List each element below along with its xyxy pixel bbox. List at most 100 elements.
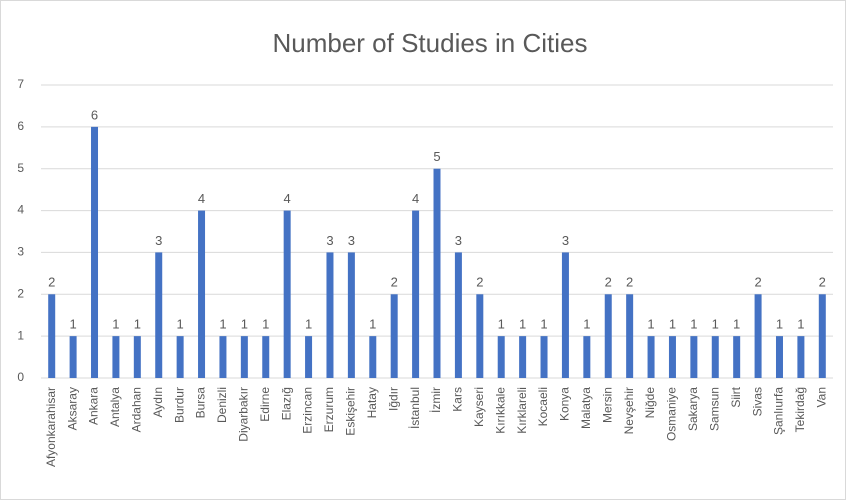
data-label: 1 — [647, 317, 654, 332]
bar — [754, 294, 762, 378]
bar — [668, 336, 676, 378]
x-tick-label: İzmir — [429, 387, 443, 413]
data-label: 1 — [797, 317, 804, 332]
data-label: 1 — [177, 317, 184, 332]
bar — [198, 210, 206, 378]
data-label: 2 — [48, 275, 55, 290]
bar — [775, 336, 783, 378]
x-tick-label: Afyonkarahisar — [44, 387, 58, 467]
x-tick-label: Kırıkkale — [493, 387, 507, 434]
data-label: 1 — [519, 317, 526, 332]
bar — [476, 294, 484, 378]
x-tick-label: Antalya — [108, 387, 122, 427]
y-tick-label: 2 — [17, 286, 24, 300]
bar — [326, 252, 334, 378]
data-label: 1 — [219, 317, 226, 332]
data-label: 1 — [369, 317, 376, 332]
y-tick-label: 6 — [17, 119, 24, 133]
data-label: 2 — [391, 275, 398, 290]
data-label: 1 — [776, 317, 783, 332]
x-tick-label: Sakarya — [686, 387, 700, 431]
bar — [176, 336, 184, 378]
bar — [91, 126, 99, 378]
x-tick-label: Erzurum — [322, 387, 336, 432]
bar — [733, 336, 741, 378]
x-tick-label: Konya — [558, 387, 572, 421]
bar — [497, 336, 505, 378]
data-label: 4 — [284, 191, 291, 206]
data-label: 4 — [412, 191, 419, 206]
bar — [626, 294, 634, 378]
data-label: 3 — [326, 233, 333, 248]
x-tick-label: Kırklareli — [515, 387, 529, 434]
bar — [240, 336, 248, 378]
data-label: 2 — [819, 275, 826, 290]
x-tick-label: Denizli — [215, 387, 229, 423]
x-tick-label: İstanbul — [408, 387, 422, 429]
x-tick-label: Nevşehir — [622, 387, 636, 434]
data-label: 1 — [262, 317, 269, 332]
bar — [69, 336, 77, 378]
bar — [818, 294, 826, 378]
bar — [690, 336, 698, 378]
x-tick-label: Tekirdağ — [793, 387, 807, 432]
x-tick-label: Aydın — [151, 387, 165, 417]
x-tick-label: Mersin — [600, 387, 614, 423]
y-tick-label: 5 — [17, 161, 24, 175]
bar — [604, 294, 612, 378]
bar — [433, 168, 441, 378]
x-tick-label: Bursa — [194, 387, 208, 419]
x-tick-label: Sivas — [750, 387, 764, 416]
x-tick-label: Edirne — [258, 387, 272, 422]
x-tick-label: Diyarbakır — [237, 387, 251, 442]
x-tick-label: Niğde — [643, 387, 657, 419]
bar — [48, 294, 56, 378]
bar — [305, 336, 313, 378]
bar — [390, 294, 398, 378]
bar — [283, 210, 291, 378]
data-label: 5 — [433, 149, 440, 164]
data-label: 3 — [455, 233, 462, 248]
data-label: 1 — [540, 317, 547, 332]
x-tick-label: Kocaeli — [536, 387, 550, 426]
data-label: 3 — [155, 233, 162, 248]
x-tick-label: Eskişehir — [344, 387, 358, 436]
bar — [711, 336, 719, 378]
y-tick-label: 7 — [17, 77, 24, 91]
bar — [647, 336, 655, 378]
bar — [412, 210, 420, 378]
bar — [540, 336, 548, 378]
x-tick-label: Şanlıurfa — [772, 387, 786, 435]
data-label: 1 — [305, 317, 312, 332]
bar — [797, 336, 805, 378]
x-tick-label: Malatya — [579, 387, 593, 429]
bar — [112, 336, 120, 378]
bar — [454, 252, 462, 378]
data-label: 3 — [348, 233, 355, 248]
x-tick-label: Kars — [451, 387, 465, 412]
bar — [369, 336, 377, 378]
data-label: 4 — [198, 191, 205, 206]
bar — [519, 336, 527, 378]
data-label: 1 — [690, 317, 697, 332]
x-tick-label: Kayseri — [472, 387, 486, 427]
x-tick-label: Osmaniye — [665, 387, 679, 441]
data-label: 1 — [241, 317, 248, 332]
y-tick-label: 0 — [17, 370, 24, 384]
bar — [583, 336, 591, 378]
x-tick-label: Erzincan — [301, 387, 315, 434]
data-label: 2 — [476, 275, 483, 290]
data-label: 2 — [754, 275, 761, 290]
x-tick-label: Hatay — [365, 387, 379, 418]
bar — [561, 252, 569, 378]
data-label: 1 — [669, 317, 676, 332]
data-label: 2 — [626, 275, 633, 290]
bar — [155, 252, 163, 378]
data-label: 1 — [69, 317, 76, 332]
bar — [219, 336, 227, 378]
y-tick-label: 4 — [17, 203, 24, 217]
x-tick-label: Iğdır — [386, 387, 400, 411]
x-tick-label: Van — [814, 387, 828, 407]
x-tick-label: Ankara — [87, 387, 101, 425]
